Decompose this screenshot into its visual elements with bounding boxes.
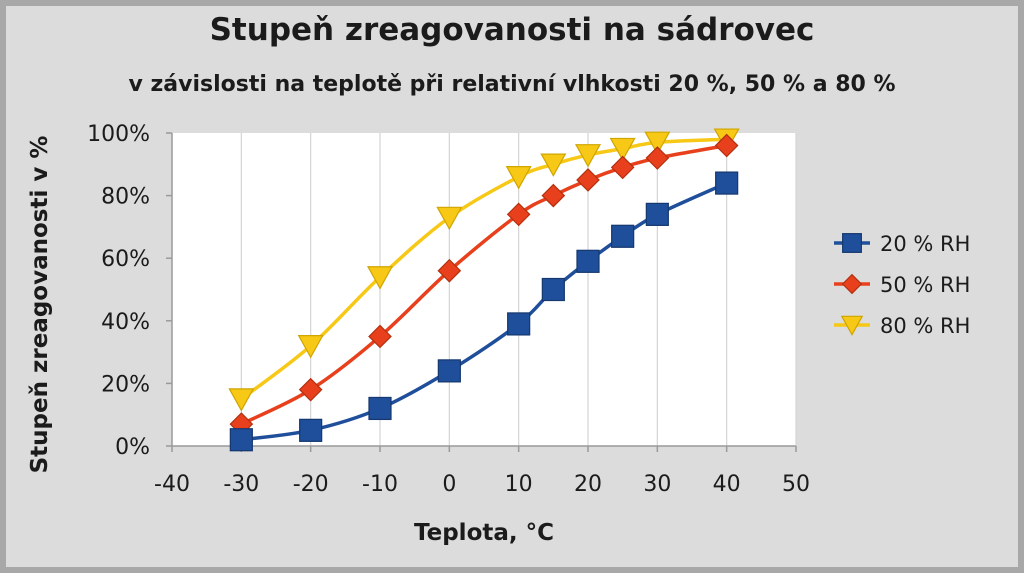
data-point-series-2 bbox=[540, 153, 567, 177]
legend-marker bbox=[841, 273, 863, 295]
data-point-series-1 bbox=[541, 183, 566, 208]
x-tick-label: -20 bbox=[293, 472, 329, 497]
y-tick-label: 40% bbox=[101, 310, 150, 335]
x-tick-label: 0 bbox=[442, 472, 456, 497]
data-point-series-0 bbox=[437, 359, 461, 383]
y-tick-label: 20% bbox=[101, 372, 150, 397]
legend-marker bbox=[840, 315, 864, 336]
chart-subtitle: v závislosti na teplotě při relativní vl… bbox=[128, 72, 896, 97]
data-point-series-0 bbox=[611, 224, 635, 248]
data-point-series-0 bbox=[507, 312, 531, 336]
data-point-series-1 bbox=[506, 202, 531, 227]
series-layer bbox=[228, 128, 740, 452]
data-point-series-0 bbox=[368, 396, 392, 421]
data-point-series-1 bbox=[576, 168, 600, 192]
data-point-series-2 bbox=[366, 266, 394, 290]
data-point-series-0 bbox=[299, 418, 323, 442]
x-tick-label: 30 bbox=[643, 472, 671, 497]
y-tick-label: 100% bbox=[87, 122, 150, 147]
x-tick-label: 10 bbox=[505, 472, 533, 497]
data-point-series-2 bbox=[505, 166, 532, 190]
data-point-series-1 bbox=[714, 133, 739, 158]
data-point-series-1 bbox=[368, 324, 392, 349]
x-tick-label: -30 bbox=[223, 472, 259, 497]
x-axis-title: Teplota, °C bbox=[414, 520, 554, 546]
y-tick-label: 60% bbox=[101, 247, 150, 272]
data-point-series-2 bbox=[609, 137, 636, 162]
data-point-series-0 bbox=[229, 428, 253, 452]
x-tick-label: 20 bbox=[574, 472, 602, 497]
tick-labels: -40 -30 -20 -10 0 10 20 30 40 50 0% 20% 40% 60% 80% 100… bbox=[87, 122, 810, 497]
data-point-series-0 bbox=[541, 277, 565, 302]
data-point-series-2 bbox=[574, 144, 602, 168]
x-tick-label: -40 bbox=[154, 472, 190, 497]
x-tick-label: 50 bbox=[782, 472, 810, 497]
legend-marker bbox=[842, 233, 862, 253]
data-point-series-0 bbox=[645, 202, 669, 226]
data-point-series-1 bbox=[437, 258, 462, 283]
plot-area bbox=[172, 133, 796, 446]
legend-label: 50 % RH bbox=[880, 273, 970, 297]
legend-label: 80 % RH bbox=[880, 314, 970, 338]
x-tick-label: -10 bbox=[362, 472, 398, 497]
x-tick-label: 40 bbox=[713, 472, 741, 497]
data-point-series-2 bbox=[644, 131, 671, 156]
y-tick-label: 0% bbox=[115, 435, 150, 460]
data-point-series-0 bbox=[576, 249, 600, 273]
data-point-series-2 bbox=[436, 206, 463, 231]
data-point-series-1 bbox=[610, 155, 635, 180]
data-point-series-2 bbox=[228, 388, 255, 412]
y-tick-label: 80% bbox=[101, 185, 150, 210]
data-point-series-0 bbox=[715, 171, 739, 195]
legend-label: 20 % RH bbox=[880, 232, 970, 256]
data-point-series-1 bbox=[645, 146, 670, 170]
legend: 20 % RH 50 % RH 80 % RH bbox=[834, 232, 970, 338]
data-point-series-1 bbox=[298, 377, 323, 402]
y-axis-title: Stupeň zreagovanosti v % bbox=[27, 136, 53, 474]
chart-title: Stupeň zreagovanosti na sádrovec bbox=[209, 12, 815, 48]
data-point-series-2 bbox=[297, 335, 324, 359]
